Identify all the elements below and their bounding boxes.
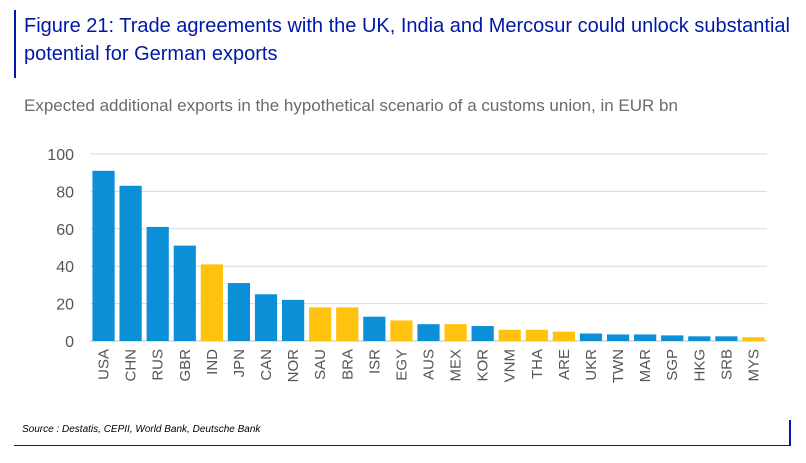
bar-rus [146, 226, 169, 341]
x-tick-label: ISR [366, 349, 383, 374]
x-tick-label: RUS [150, 349, 167, 381]
x-tick-label: CAN [258, 349, 275, 381]
bar-hkg [688, 336, 711, 341]
x-tick-label: EGY [393, 349, 410, 381]
x-tick-label: MEX [448, 349, 465, 382]
bar-gbr [173, 245, 196, 341]
x-tick-label: MYS [745, 349, 762, 382]
bar-mex [444, 324, 467, 341]
x-axis-labels: USA CHN RUS GBR IND JPN CAN NOR SAU BRA ISR EGY AUS M… [96, 349, 763, 383]
bar-mys [742, 337, 765, 341]
x-tick-label: SRB [718, 349, 735, 380]
x-tick-label: AUS [421, 349, 438, 380]
y-tick-label: 100 [47, 147, 74, 164]
x-tick-label: USA [96, 349, 113, 380]
x-tick-label: GBR [177, 349, 194, 382]
x-tick-label: THA [529, 349, 546, 379]
y-tick-label: 60 [56, 222, 74, 239]
x-tick-label: IND [204, 349, 221, 375]
x-tick-label: BRA [339, 349, 356, 380]
y-tick-label: 40 [56, 259, 74, 276]
bar-srb [715, 336, 738, 341]
figure-title: Figure 21: Trade agreements with the UK,… [24, 15, 790, 65]
x-tick-label: SGP [664, 349, 681, 381]
source-note: Source : Destatis, CEPII, World Bank, De… [22, 424, 261, 435]
bar-ukr [579, 333, 603, 341]
x-tick-label: CHN [123, 349, 140, 382]
title-accent-bar [14, 10, 16, 78]
chart-subtitle: Expected additional exports in the hypot… [24, 96, 678, 115]
bars [92, 170, 765, 341]
bar-ind [200, 264, 223, 341]
bar-bra [336, 307, 359, 341]
bar-kor [471, 326, 494, 341]
x-tick-label: HKG [691, 349, 708, 382]
x-tick-label: SAU [312, 349, 329, 380]
bar-sau [309, 307, 332, 341]
bar-twn [606, 334, 630, 341]
x-tick-label: TWN [610, 349, 627, 383]
bar-usa [92, 170, 115, 341]
bar-jpn [227, 283, 251, 341]
bottom-rule [14, 445, 790, 446]
y-tick-label: 0 [65, 334, 74, 351]
bar-aus [417, 324, 440, 341]
bar-chn [119, 185, 142, 341]
x-tick-label: VNM [502, 349, 519, 382]
y-axis-ticks: 0 20 40 60 80 100 [47, 147, 74, 351]
bar-are [552, 331, 576, 341]
x-tick-label: JPN [231, 349, 248, 377]
bar-vnm [498, 329, 521, 341]
x-tick-label: KOR [475, 349, 492, 382]
x-tick-label: UKR [583, 349, 600, 381]
bar-can [254, 294, 278, 341]
bar-sgp [661, 335, 684, 341]
right-rule [789, 420, 791, 446]
bar-nor [281, 299, 305, 341]
bar-mar [634, 334, 657, 341]
bar-isr [363, 316, 386, 341]
x-tick-label: ARE [556, 349, 573, 380]
y-tick-label: 80 [56, 184, 74, 201]
y-tick-label: 20 [56, 297, 74, 314]
bar-egy [390, 320, 413, 341]
bar-tha [525, 329, 548, 341]
x-tick-label: MAR [637, 349, 654, 383]
x-tick-label: NOR [285, 349, 302, 383]
